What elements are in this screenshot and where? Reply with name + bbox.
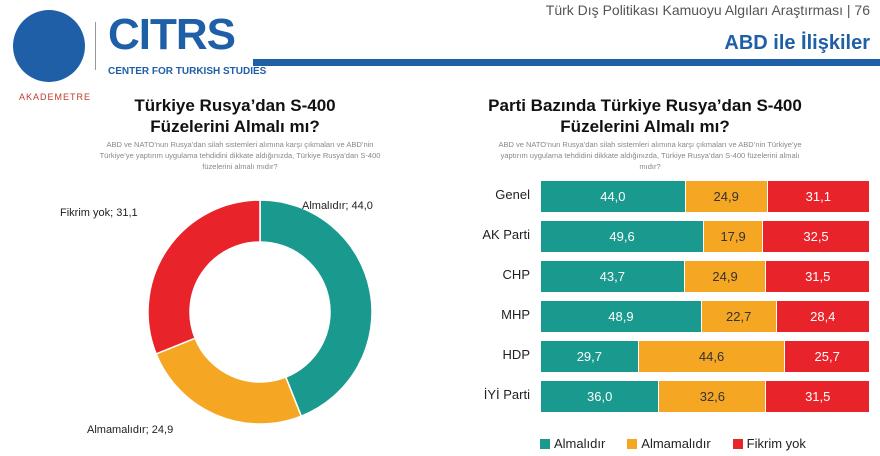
legend-swatch <box>732 438 743 449</box>
slice-label-almamalidir: Almamalıdır; 24,9 <box>87 424 174 436</box>
bar-segment: 31,1 <box>767 181 869 212</box>
legend-label: Almalıdır <box>554 436 606 451</box>
legend-almamalidir: Almamalıdır <box>627 436 711 451</box>
category-label: İYİ Parti <box>483 387 530 402</box>
bar-segment: 24,9 <box>684 261 766 292</box>
pie-subtitle: ABD ve NATO’nun Rusya’dan silah sistemle… <box>99 140 381 171</box>
citrs-logo: CITRS <box>108 10 236 59</box>
legend-label: Almamalıdır <box>641 436 711 451</box>
legend-fikrim-yok: Fikrim yok <box>732 436 806 451</box>
bar-segment: 44,0 <box>541 181 685 212</box>
legend-label: Fikrim yok <box>746 436 806 451</box>
section-title: ABD ile İlişkiler <box>724 32 870 54</box>
bar-segment: 29,7 <box>541 341 638 372</box>
legend-swatch <box>540 438 550 449</box>
category-label: MHP <box>501 307 530 322</box>
bar-segment: 25,7 <box>785 341 869 372</box>
legend-swatch <box>627 438 638 449</box>
akademetre-logo: AKADEMETRE <box>19 92 92 102</box>
university-seal-logo <box>13 10 85 82</box>
donut-slice-2 <box>147 199 261 355</box>
report-title: Türk Dış Politikası Kamuoyu Algıları Ara… <box>545 2 870 18</box>
legend-almalidir: Almalıdır <box>540 436 605 451</box>
header-rule <box>253 59 880 66</box>
donut-slice-1 <box>155 337 303 425</box>
bar-segment: 49,6 <box>541 221 704 252</box>
citrs-subtitle: CENTER FOR TURKISH STUDIES <box>108 66 267 77</box>
legend: Almalıdır Almamalıdır Fikrim yok <box>540 436 806 451</box>
bar-segment: 48,9 <box>541 301 701 332</box>
bar-segment: 22,7 <box>701 301 776 332</box>
bar-segment: 36,0 <box>541 381 659 412</box>
bar-segment: 24,9 <box>685 181 767 212</box>
category-label: CHP <box>502 267 530 282</box>
bar-subtitle: ABD ve NATO’nun Rusya’dan silah sistemle… <box>498 140 802 171</box>
category-label: AK Parti <box>482 227 530 242</box>
bar-segment: 28,4 <box>776 301 869 332</box>
bar-segment: 31,5 <box>766 381 869 412</box>
bar-title: Parti Bazında Türkiye Rusya’dan S-400 Fü… <box>488 96 802 136</box>
logo-divider <box>95 22 96 70</box>
slice-label-almalidir: Almalıdır; 44,0 <box>302 200 373 212</box>
category-label: Genel <box>495 187 530 202</box>
category-label: HDP <box>502 347 530 362</box>
slice-label-fikrim-yok: Fikrim yok; 31,1 <box>60 207 138 219</box>
bar-segment: 31,5 <box>766 261 869 292</box>
bar-segment: 17,9 <box>704 221 763 252</box>
bar-segment: 43,7 <box>541 261 684 292</box>
bar-segment: 44,6 <box>638 341 785 372</box>
bar-segment: 32,5 <box>763 221 869 252</box>
bar-segment: 32,6 <box>659 381 766 412</box>
pie-title: Türkiye Rusya’dan S-400 Füzelerini Almal… <box>134 96 336 136</box>
donut-slice-0 <box>259 199 373 418</box>
